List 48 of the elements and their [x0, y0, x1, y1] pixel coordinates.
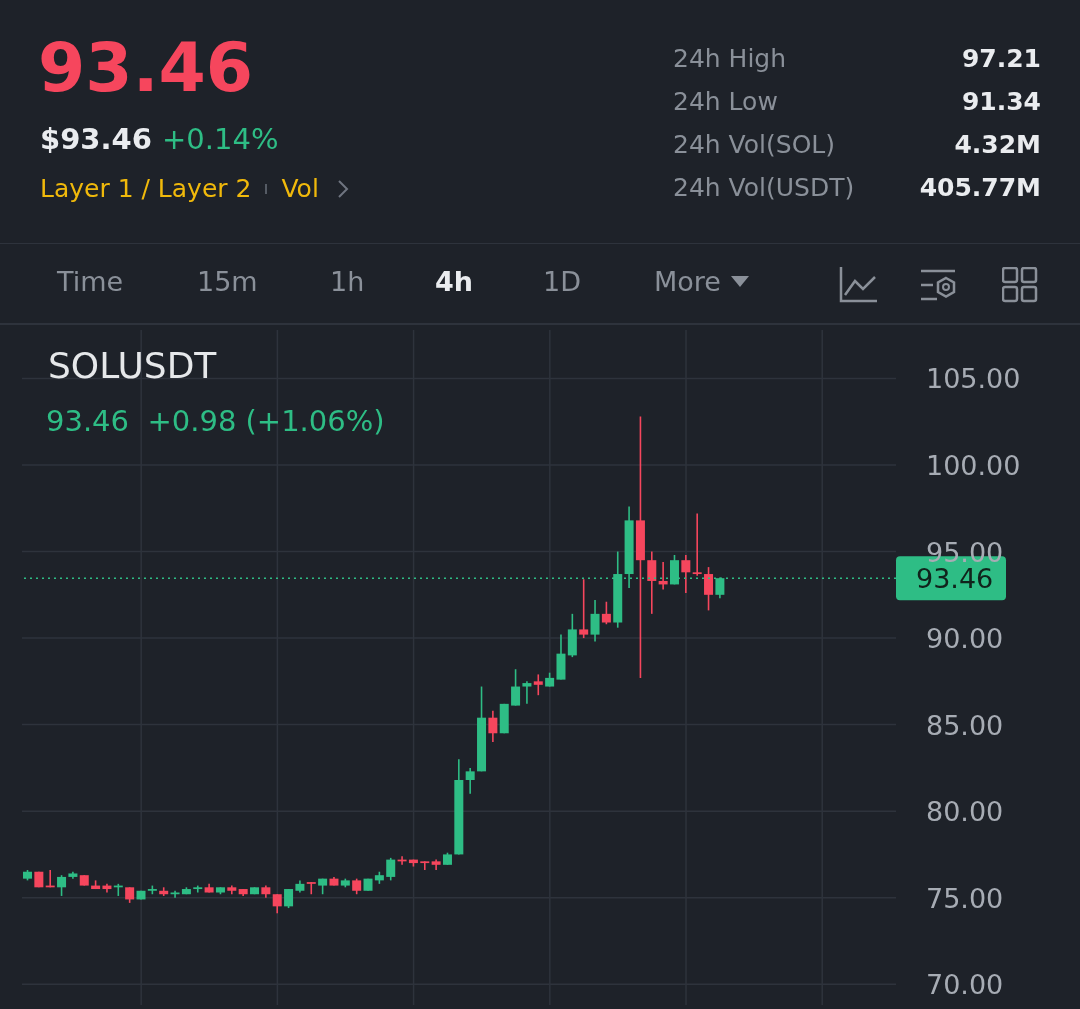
text: 4.32M [954, 130, 1041, 159]
candlestick [306, 881, 316, 896]
candlestick [704, 566, 714, 612]
text: Layer 1 / Layer 2 [40, 174, 252, 203]
ref-line-label: 93.46 [916, 563, 994, 595]
text: 24h High [673, 44, 787, 73]
candlestick [272, 893, 282, 915]
candlestick [601, 600, 611, 626]
text: Time [57, 266, 124, 297]
text: 93.46 [38, 28, 254, 108]
candlestick [511, 668, 521, 707]
candlestick [692, 512, 702, 577]
text: 15m [197, 266, 258, 297]
y-tick-label: 75.00 [926, 882, 1004, 914]
text: $93.46 [40, 122, 152, 156]
candlestick [579, 578, 589, 639]
text: 93.46 +0.98 (+1.06%) [46, 404, 385, 438]
text: 91.34 [961, 87, 1041, 116]
text: 1D [543, 266, 581, 297]
y-tick-label: 85.00 [926, 709, 1004, 741]
y-tick-label: 90.00 [926, 623, 1004, 655]
candlestick [284, 888, 294, 909]
text: 97.21 [961, 44, 1041, 73]
y-tick-label: 105.00 [926, 363, 1021, 395]
text: 24h Low [673, 87, 778, 116]
candlestick [465, 767, 475, 795]
text: Vol [281, 174, 319, 203]
candlestick [522, 680, 532, 705]
candlestick [590, 599, 600, 643]
candlestick [420, 860, 430, 871]
chart-title: SOLUSDT [48, 345, 217, 386]
text: 405.77M [919, 173, 1041, 202]
text: 24h Vol(USDT) [673, 173, 855, 202]
candlestick [386, 857, 396, 882]
candlestick [57, 874, 67, 897]
candlestick [533, 673, 543, 696]
text: 4h [435, 266, 474, 297]
text: More [654, 266, 722, 297]
text: 1h [330, 266, 365, 297]
text: 24h Vol(SOL) [673, 130, 835, 159]
y-tick-label: 80.00 [926, 796, 1004, 828]
candlestick [647, 550, 657, 615]
y-tick-label: 70.00 [926, 969, 1004, 1001]
candlestick [193, 884, 203, 894]
text: +0.14% [162, 122, 279, 156]
candlestick [681, 554, 691, 594]
candlestick [488, 709, 498, 743]
y-tick-label: 100.00 [926, 450, 1021, 481]
